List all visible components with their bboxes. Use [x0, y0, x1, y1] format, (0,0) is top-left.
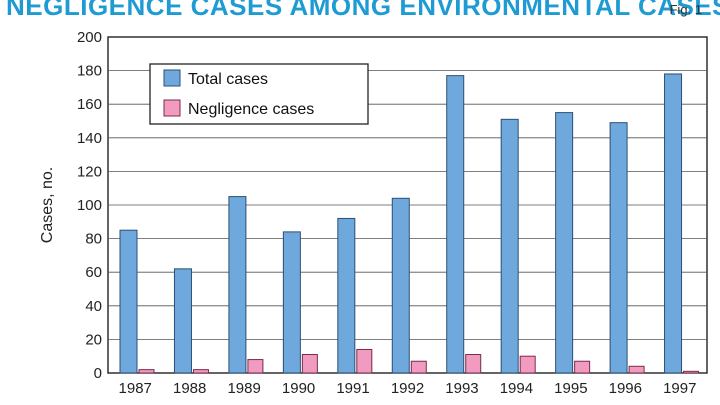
bar-negligence-1997: [683, 370, 700, 374]
bar-negligence-1996: [628, 365, 645, 374]
bar-total-1990: [282, 231, 301, 374]
x-tick-label: 1992: [391, 380, 424, 397]
bar-total-1989: [228, 196, 247, 374]
x-tick-label: 1989: [227, 380, 260, 397]
x-tick-label: 1993: [445, 380, 478, 397]
legend-swatch-negligence: [163, 99, 181, 117]
y-axis-label: Cases, no.: [39, 167, 56, 243]
bar-total-1991: [337, 217, 356, 374]
bar-negligence-1991: [356, 348, 373, 374]
y-tick-label: 180: [77, 63, 102, 80]
bar-total-1995: [555, 112, 574, 374]
bar-total-1996: [609, 122, 628, 374]
legend-label-total: Total cases: [188, 71, 268, 88]
y-tick-label: 120: [77, 163, 102, 180]
y-tick-label: 200: [77, 29, 102, 46]
legend: Total cases Negligence cases: [149, 63, 369, 125]
y-tick-label: 160: [77, 96, 102, 113]
bar-negligence-1990: [301, 354, 318, 374]
bar-negligence-1987: [138, 369, 155, 374]
y-tick-label: 140: [77, 130, 102, 147]
y-tick-label: 100: [77, 197, 102, 214]
y-tick-label: 40: [85, 298, 102, 315]
bar-negligence-1993: [465, 354, 482, 374]
x-tick-label: 1997: [663, 380, 696, 397]
x-tick-label: 1988: [173, 380, 206, 397]
bar-negligence-1992: [410, 360, 427, 374]
bar-total-1988: [173, 268, 192, 374]
bar-total-1993: [446, 75, 465, 374]
bar-negligence-1989: [247, 359, 264, 374]
bar-total-1987: [119, 229, 138, 374]
x-tick-label: 1991: [336, 380, 369, 397]
x-tick-label: 1987: [119, 380, 152, 397]
bar-negligence-1994: [519, 355, 536, 374]
x-tick-label: 1996: [609, 380, 642, 397]
chart-title: NEGLIGENCE CASES AMONG ENVIRONMENTAL CAS…: [6, 0, 720, 21]
y-tick-label: 60: [85, 264, 102, 281]
x-tick-label: 1995: [554, 380, 587, 397]
figure-label: Fig. 1: [669, 2, 702, 17]
x-tick-label: 1994: [500, 380, 533, 397]
legend-label-negligence: Negligence cases: [188, 101, 314, 118]
bar-total-1997: [664, 73, 683, 374]
x-tick-label: 1990: [282, 380, 315, 397]
bar-total-1992: [391, 197, 410, 374]
y-tick-label: 0: [94, 365, 102, 382]
bar-negligence-1988: [192, 369, 209, 374]
legend-swatch-total: [163, 69, 181, 87]
y-tick-label: 80: [85, 231, 102, 248]
bar-negligence-1995: [574, 360, 591, 374]
bar-total-1994: [500, 118, 519, 374]
y-tick-label: 20: [85, 331, 102, 348]
